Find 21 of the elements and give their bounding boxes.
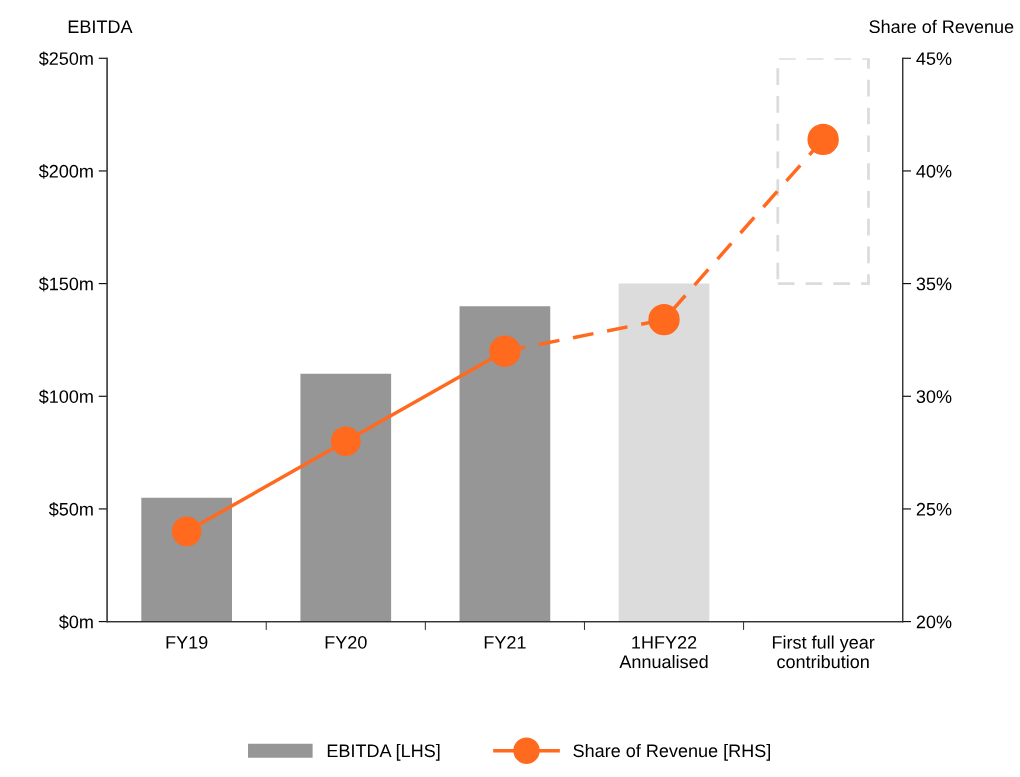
- x-tick-label: FY19: [166, 635, 208, 649]
- y2-tick-label: 45%: [916, 52, 952, 65]
- x-tick-label: FY21: [484, 635, 526, 649]
- y-tick-label: $200m: [38, 164, 93, 179]
- x-tick-label: FY20: [325, 635, 367, 649]
- y-tick-label: $50m: [48, 502, 93, 517]
- x-tick-label: 1HFY22 Annualised: [619, 635, 708, 669]
- y-tick-label: $0m: [58, 614, 93, 630]
- y2-tick-label: 35%: [916, 277, 952, 291]
- y-tick-label: $250m: [38, 51, 93, 67]
- legend-label: EBITDA [LHS]: [327, 743, 440, 761]
- x-tick-label: First full year contribution: [772, 635, 875, 669]
- y2-axis-title: Share of Revenue: [869, 19, 1014, 34]
- y-tick-label: $150m: [38, 276, 93, 292]
- y2-tick-label: 40%: [916, 164, 952, 178]
- y2-tick-label: 30%: [916, 390, 952, 403]
- y2-tick-label: 20%: [916, 615, 952, 629]
- y2-tick-label: 25%: [916, 502, 952, 516]
- y-axis-title: EBITDA: [68, 20, 133, 33]
- legend-label: Share of Revenue [RHS]: [573, 743, 770, 761]
- y-tick-label: $100m: [38, 389, 93, 405]
